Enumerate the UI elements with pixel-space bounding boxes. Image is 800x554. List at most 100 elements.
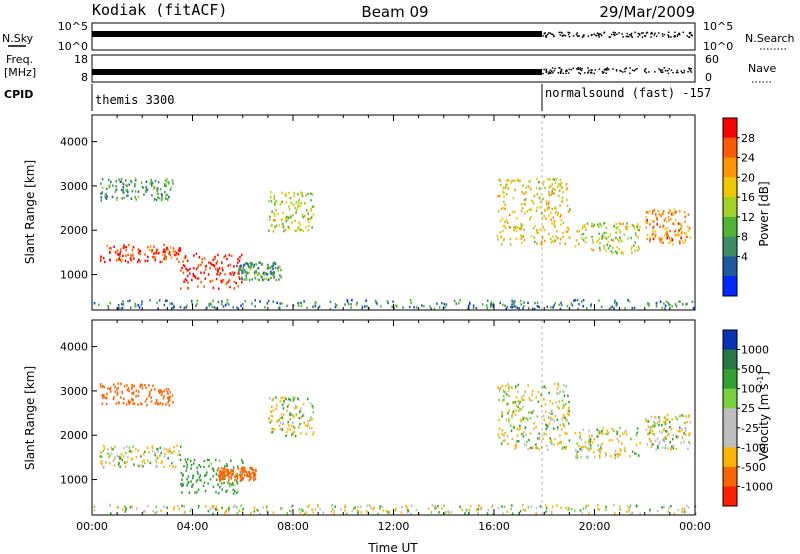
range-cell (566, 198, 568, 202)
range-cell (239, 277, 241, 281)
range-cell (459, 505, 461, 509)
range-cell (497, 210, 500, 213)
range-cell (517, 439, 520, 443)
range-cell (578, 242, 580, 246)
range-cell (183, 465, 185, 468)
range-cell (312, 431, 315, 434)
range-cell (393, 306, 395, 310)
range-cell (508, 386, 510, 390)
range-cell (206, 471, 208, 474)
range-cell (550, 218, 552, 222)
range-cell (288, 509, 291, 513)
range-cell (196, 302, 198, 306)
range-cell (132, 399, 134, 402)
range-cell (122, 254, 124, 258)
range-cell (170, 451, 173, 454)
range-cell (511, 414, 513, 417)
range-cell (408, 305, 411, 309)
range-cell (684, 215, 686, 218)
range-cell (273, 197, 276, 201)
range-cell (113, 464, 116, 467)
range-cell (199, 465, 202, 468)
range-cell (222, 269, 224, 272)
range-cell (645, 418, 647, 421)
range-cell (619, 238, 622, 241)
range-cell (144, 384, 146, 387)
range-cell (659, 214, 662, 217)
range-cell (554, 206, 556, 210)
range-cell (635, 234, 637, 237)
range-cell (505, 219, 508, 222)
range-cell (543, 214, 545, 217)
range-cell (155, 399, 158, 402)
range-cell (667, 302, 670, 305)
y-tick-label: 4000 (60, 136, 88, 149)
range-cell (653, 433, 656, 436)
range-cell (275, 396, 277, 399)
range-cell (671, 438, 674, 441)
range-cell (121, 303, 123, 306)
range-cell (658, 430, 661, 433)
range-cell (635, 505, 638, 508)
range-cell (102, 449, 105, 453)
strip-dot (562, 72, 564, 75)
range-cell (356, 301, 358, 304)
range-cell (654, 234, 657, 237)
range-cell (122, 188, 125, 192)
range-cell (234, 479, 236, 482)
range-cell (379, 505, 382, 508)
range-cell (513, 426, 515, 429)
range-cell (638, 247, 640, 250)
range-cell (190, 463, 193, 467)
range-cell (585, 456, 588, 459)
range-cell (549, 185, 552, 188)
range-cell (667, 510, 669, 513)
range-cell (216, 260, 219, 263)
range-cell (215, 505, 217, 508)
range-cell (500, 207, 503, 211)
range-cell (430, 307, 432, 310)
range-cell (525, 433, 527, 437)
range-cell (645, 226, 648, 229)
range-cell (155, 252, 158, 255)
range-cell (658, 423, 660, 427)
range-cell (548, 206, 550, 209)
range-cell (631, 511, 634, 514)
range-cell (566, 204, 569, 207)
range-cell (126, 460, 129, 463)
range-cell (280, 507, 283, 510)
range-cell (639, 442, 641, 445)
range-cell (623, 233, 626, 236)
range-cell (684, 507, 686, 511)
range-cell (145, 386, 147, 390)
range-cell (101, 394, 103, 397)
range-cell (242, 266, 244, 270)
range-cell (654, 421, 656, 425)
range-cell (294, 206, 296, 210)
range-cell (631, 450, 634, 453)
range-cell (303, 421, 305, 424)
range-cell (438, 511, 440, 514)
range-cell (650, 445, 653, 449)
range-cell (110, 446, 113, 450)
range-cell (598, 430, 600, 433)
range-cell (649, 428, 651, 432)
nsearch-tick-high: 10^5 (703, 20, 733, 33)
strip-dot (690, 34, 692, 36)
range-cell (148, 248, 151, 252)
range-cell (131, 386, 134, 389)
range-cell (529, 218, 531, 221)
range-cell (387, 301, 389, 305)
colorbar-swatch (723, 427, 737, 448)
strip-dot (572, 67, 574, 70)
range-cell (514, 386, 517, 390)
range-cell (216, 272, 218, 276)
range-cell (521, 396, 523, 399)
range-cell (636, 427, 639, 430)
range-cell (220, 482, 223, 485)
range-cell (228, 253, 231, 257)
range-cell (302, 413, 305, 416)
range-cell (211, 263, 213, 266)
